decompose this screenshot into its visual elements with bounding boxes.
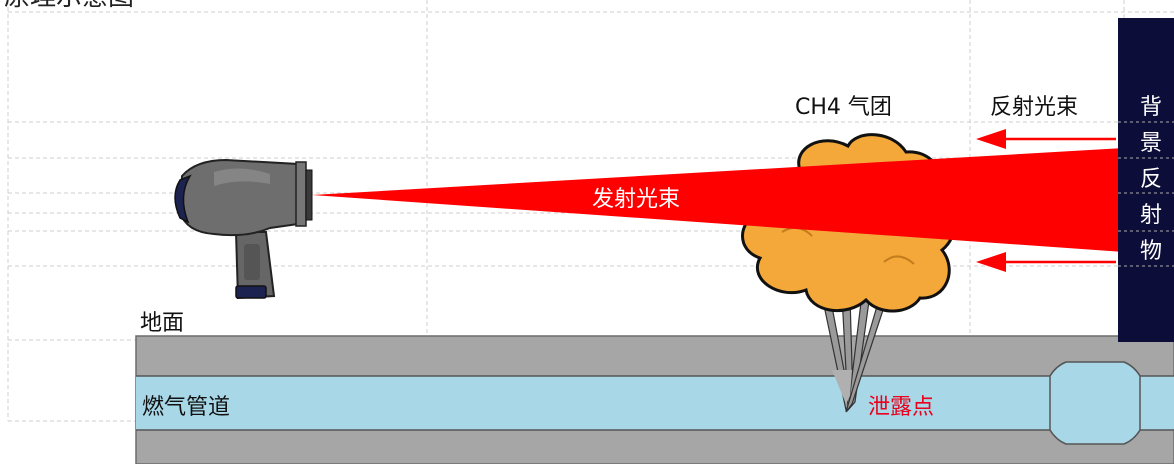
reflector-char-1: 背: [1140, 95, 1162, 120]
emitted-beam: [312, 148, 1124, 252]
page-title: 原理示意图: [4, 0, 134, 12]
reflector-char-2: 景: [1140, 131, 1162, 156]
reflector-char-4: 射: [1140, 203, 1162, 228]
reflector-char-5: 物: [1140, 239, 1162, 264]
background-reflector: [1118, 18, 1174, 342]
ground-label: 地面: [140, 311, 184, 336]
device-body-highlight: [214, 168, 270, 186]
leak-jets: [821, 293, 888, 413]
reflected-beam-arrows: [976, 129, 1116, 272]
leak-point-label: 泄露点: [868, 395, 934, 420]
emitted-beam-label: 发射光束: [592, 187, 680, 212]
reflected-beam-label: 反射光束: [990, 95, 1078, 120]
gas-pipeline: [136, 375, 1174, 431]
device-front-lens: [295, 161, 307, 227]
pipe-coupling: [1049, 361, 1141, 445]
reflector-char-3: 反: [1140, 167, 1162, 192]
device-lens-glass: [305, 169, 313, 221]
gas-pipeline-label: 燃气管道: [142, 395, 230, 420]
ch4-cloud-label: CH4 气团: [795, 95, 892, 120]
device-grip-rib: [244, 244, 260, 280]
background-reflector-label: 背 景 反 射 物: [1140, 95, 1162, 264]
laser-detector-device: [174, 158, 313, 300]
device-battery-cap: [235, 285, 267, 299]
device-rear-cap: [174, 174, 192, 224]
